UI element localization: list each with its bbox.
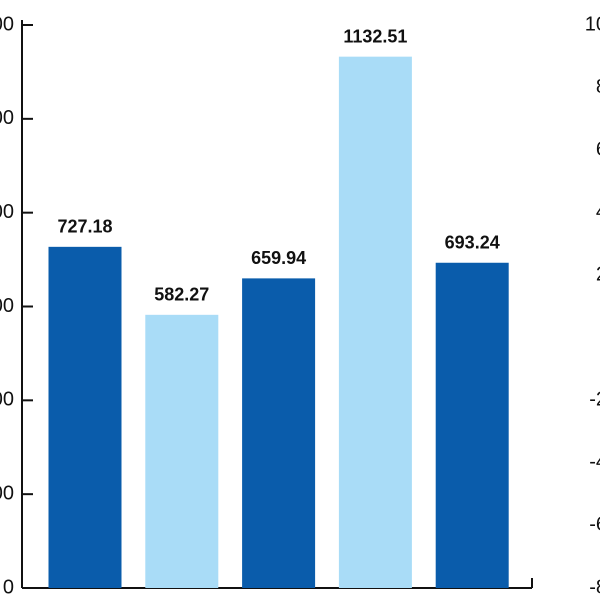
bar (48, 246, 122, 588)
y2-tick-label: 2 (596, 264, 600, 286)
y2-tick-label: 10 (585, 13, 600, 35)
data-label: 582.27 (154, 285, 209, 305)
y-tick-label: 800 (0, 201, 14, 223)
y2-tick-label: 6 (596, 138, 600, 160)
bar (145, 314, 219, 588)
data-label: 659.94 (251, 248, 306, 268)
y2-tick-label: 8 (596, 76, 600, 98)
data-label: 727.18 (57, 217, 112, 237)
y-tick-label: 1000 (0, 107, 14, 129)
y2-tick-label: -4 (589, 451, 600, 473)
y2-tick-label: 4 (596, 201, 600, 223)
data-label: 693.24 (445, 233, 500, 253)
y2-tick-label: -6 (589, 514, 600, 536)
bar (242, 278, 316, 588)
y-tick-label: 600 (0, 295, 14, 317)
y2-tick-label: -2 (589, 389, 600, 411)
y-tick-label: 200 (0, 482, 14, 504)
y-tick-label: 0 (3, 576, 14, 598)
bar (338, 56, 412, 588)
y-tick-label: 400 (0, 389, 14, 411)
y2-tick-label: -8 (589, 576, 600, 598)
y-tick-label: 1200 (0, 13, 14, 35)
bar (435, 262, 509, 588)
data-label: 1132.51 (343, 26, 407, 46)
